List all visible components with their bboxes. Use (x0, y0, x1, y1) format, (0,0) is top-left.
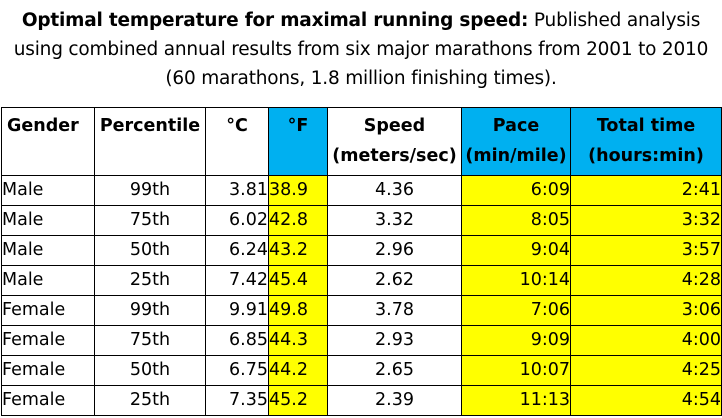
table-row: Male 25th 7.42 45.4 2.62 10:14 4:28 (1, 265, 722, 296)
cell-pace: 10:07 (461, 355, 571, 386)
cell-fahrenheit: 42.8 (268, 205, 328, 236)
table-row: Female 75th 6.85 44.3 2.93 9:09 4:00 (1, 325, 722, 356)
cell-pace: 7:06 (461, 295, 571, 326)
table-row: Female 99th 9.91 49.8 3.78 7:06 3:06 (1, 295, 722, 326)
caption-title: Optimal temperature for maximal running … (21, 10, 529, 31)
cell-pace: 8:05 (461, 205, 571, 236)
cell-time: 4:54 (570, 385, 722, 416)
cell-speed: 2.96 (327, 235, 462, 266)
cell-gender: Female (1, 385, 95, 416)
cell-time: 3:57 (570, 235, 722, 266)
cell-percentile: 75th (94, 205, 206, 236)
cell-gender: Female (1, 295, 95, 326)
cell-celsius: 9.91 (205, 295, 269, 326)
cell-gender: Male (1, 235, 95, 266)
header-speed: Speed (meters/sec) (327, 107, 462, 176)
cell-celsius: 6.02 (205, 205, 269, 236)
cell-celsius: 7.42 (205, 265, 269, 296)
cell-gender: Male (1, 205, 95, 236)
table-header-row: Gender Percentile °C °F Speed (meters/sec… (1, 107, 722, 176)
header-total-time: Total time (hours:min) (570, 107, 722, 176)
cell-pace: 9:09 (461, 325, 571, 356)
cell-pace: 11:13 (461, 385, 571, 416)
cell-speed: 2.62 (327, 265, 462, 296)
table-row: Male 99th 3.81 38.9 4.36 6:09 2:41 (1, 175, 722, 206)
caption: Optimal temperature for maximal running … (0, 6, 722, 93)
cell-time: 4:25 (570, 355, 722, 386)
cell-percentile: 99th (94, 175, 206, 206)
cell-fahrenheit: 38.9 (268, 175, 328, 206)
cell-pace: 9:04 (461, 235, 571, 266)
cell-speed: 3.78 (327, 295, 462, 326)
cell-gender: Male (1, 265, 95, 296)
header-percentile: Percentile (94, 107, 206, 176)
cell-celsius: 7.35 (205, 385, 269, 416)
header-time-line1: Total time (596, 116, 696, 136)
header-pace: Pace (min/mile) (461, 107, 571, 176)
header-pace-line2: (min/mile) (465, 146, 567, 166)
cell-time: 3:06 (570, 295, 722, 326)
cell-time: 2:41 (570, 175, 722, 206)
cell-fahrenheit: 43.2 (268, 235, 328, 266)
table-row: Female 50th 6.75 44.2 2.65 10:07 4:25 (1, 355, 722, 386)
table-row: Female 25th 7.35 45.2 2.39 11:13 4:54 (1, 385, 722, 416)
cell-speed: 4.36 (327, 175, 462, 206)
cell-speed: 2.93 (327, 325, 462, 356)
cell-fahrenheit: 44.2 (268, 355, 328, 386)
header-pace-line1: Pace (492, 116, 540, 136)
table-row: Male 75th 6.02 42.8 3.32 8:05 3:32 (1, 205, 722, 236)
cell-time: 4:28 (570, 265, 722, 296)
table-body: Male 99th 3.81 38.9 4.36 6:09 2:41 Male 75th 6.02… (1, 175, 722, 416)
cell-speed: 3.32 (327, 205, 462, 236)
cell-fahrenheit: 45.4 (268, 265, 328, 296)
cell-percentile: 99th (94, 295, 206, 326)
cell-time: 4:00 (570, 325, 722, 356)
cell-pace: 6:09 (461, 175, 571, 206)
cell-speed: 2.65 (327, 355, 462, 386)
cell-pace: 10:14 (461, 265, 571, 296)
header-speed-line2: (meters/sec) (332, 146, 457, 166)
cell-gender: Female (1, 355, 95, 386)
cell-celsius: 6.75 (205, 355, 269, 386)
cell-percentile: 75th (94, 325, 206, 356)
cell-time: 3:32 (570, 205, 722, 236)
table-row: Male 50th 6.24 43.2 2.96 9:04 3:57 (1, 235, 722, 266)
header-time-line2: (hours:min) (588, 146, 704, 166)
cell-speed: 2.39 (327, 385, 462, 416)
cell-percentile: 25th (94, 265, 206, 296)
cell-percentile: 25th (94, 385, 206, 416)
header-celsius: °C (205, 107, 269, 176)
header-speed-line1: Speed (363, 116, 426, 136)
cell-celsius: 3.81 (205, 175, 269, 206)
cell-fahrenheit: 45.2 (268, 385, 328, 416)
cell-gender: Female (1, 325, 95, 356)
cell-percentile: 50th (94, 355, 206, 386)
marathon-temperature-table: Gender Percentile °C °F Speed (meters/sec… (1, 107, 722, 416)
header-fahrenheit: °F (268, 107, 328, 176)
cell-fahrenheit: 49.8 (268, 295, 328, 326)
cell-celsius: 6.24 (205, 235, 269, 266)
cell-gender: Male (1, 175, 95, 206)
cell-fahrenheit: 44.3 (268, 325, 328, 356)
caption-text: Published analysis using combined annual… (13, 10, 709, 89)
cell-celsius: 6.85 (205, 325, 269, 356)
cell-percentile: 50th (94, 235, 206, 266)
header-gender: Gender (1, 107, 95, 176)
